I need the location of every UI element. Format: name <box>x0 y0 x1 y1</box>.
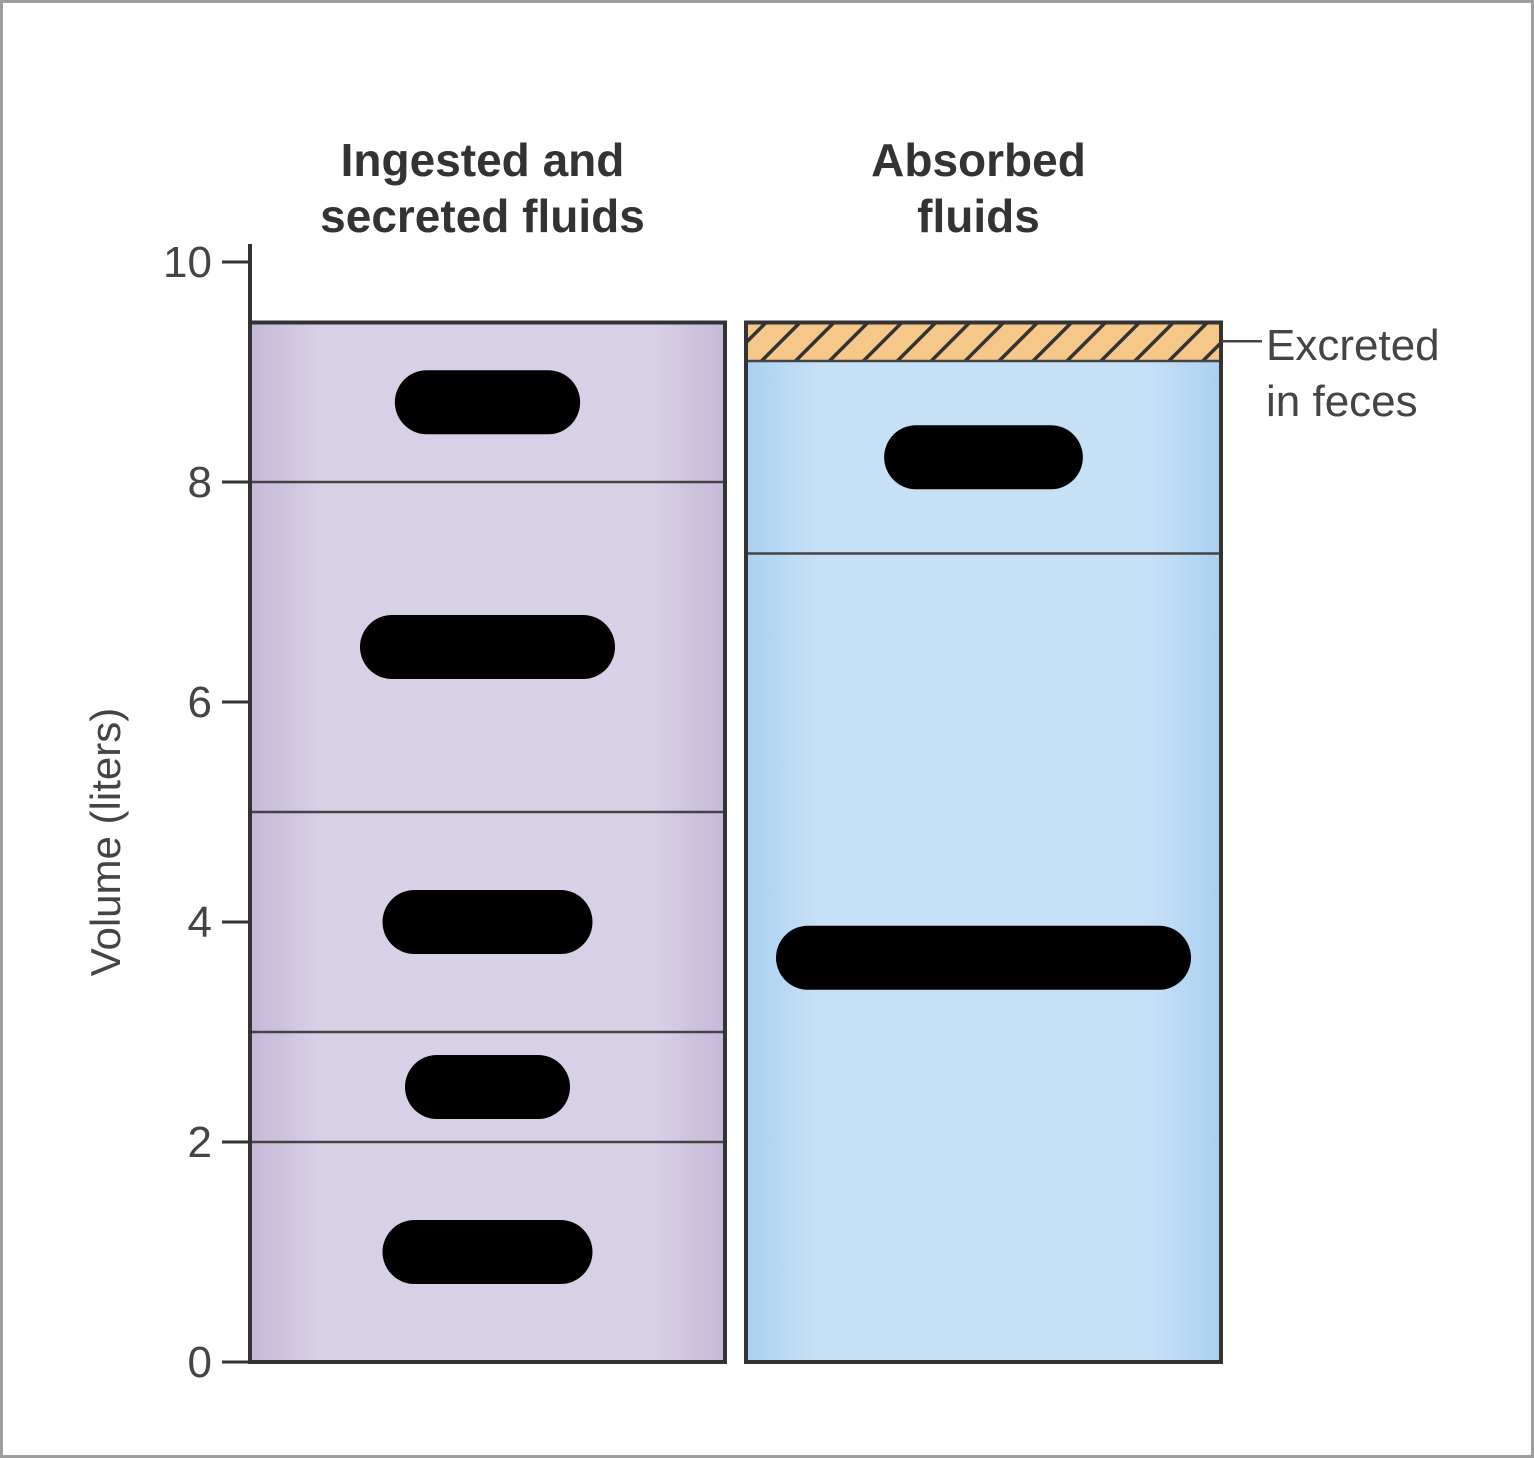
y-tick-label: 2 <box>188 1118 212 1167</box>
redacted-label <box>776 925 1191 990</box>
column-title: secreted fluids <box>320 190 645 242</box>
annotation: Excreted in feces <box>1221 321 1440 426</box>
redacted-label <box>394 370 581 435</box>
bars <box>248 320 1223 1364</box>
redacted-label <box>382 1220 593 1284</box>
redacted-label <box>884 425 1083 490</box>
annotation-label: in feces <box>1266 377 1418 426</box>
column-title: Absorbed <box>871 134 1086 186</box>
segment-excreted-in-feces <box>746 322 1221 361</box>
annotation-label: Excreted <box>1266 321 1440 370</box>
y-tick-label: 8 <box>188 458 212 507</box>
y-axis: 0 2 4 6 8 10 Volume (liters) <box>82 238 252 1387</box>
redacted-label <box>360 615 615 679</box>
column-outline <box>744 320 1223 1364</box>
y-tick-label: 6 <box>188 678 212 727</box>
y-tick-label: 10 <box>163 238 212 287</box>
y-tick-label: 0 <box>188 1338 212 1387</box>
column-title: Ingested and <box>341 134 625 186</box>
redacted-label <box>382 890 593 954</box>
column-fill <box>250 322 725 1362</box>
redacted-label <box>405 1055 570 1119</box>
column-fill <box>746 322 1221 1362</box>
column-outline <box>248 320 727 1364</box>
column-title: fluids <box>917 190 1040 242</box>
y-axis-title: Volume (liters) <box>82 708 129 976</box>
y-tick-label: 4 <box>188 898 212 947</box>
